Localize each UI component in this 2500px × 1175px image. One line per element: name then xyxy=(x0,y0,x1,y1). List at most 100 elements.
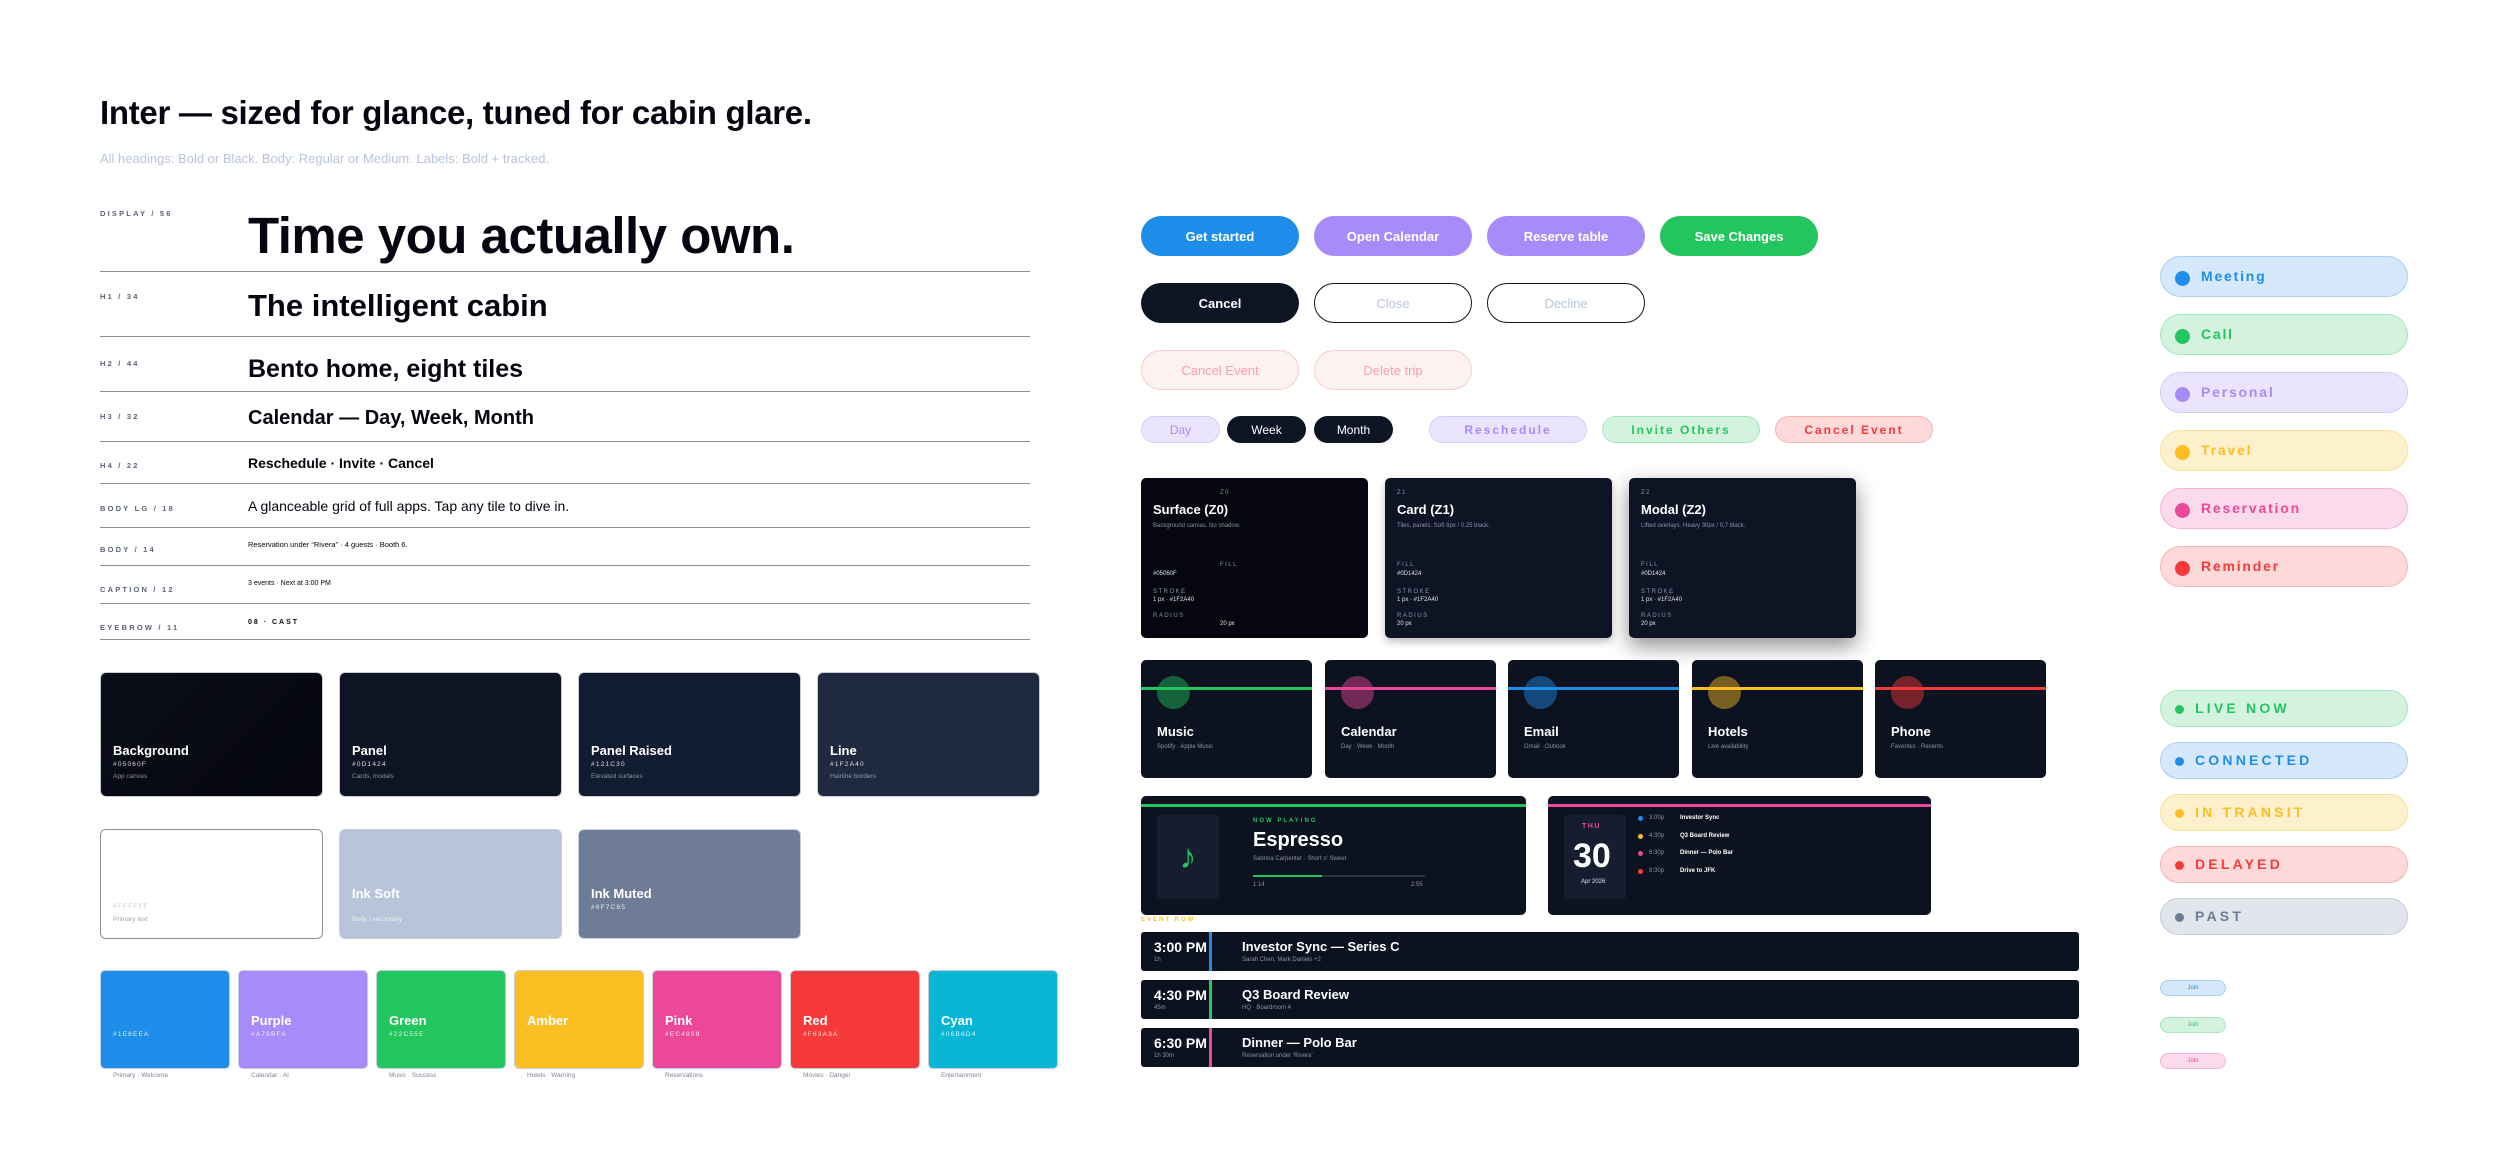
elevation-level: Z1 xyxy=(1397,490,1408,496)
swatch-caption: Movies · Danger xyxy=(803,1072,851,1079)
delete-trip-button[interactable]: Delete trip xyxy=(1314,350,1472,390)
segment-month[interactable]: Month xyxy=(1314,416,1393,443)
event-dot xyxy=(1638,869,1643,874)
stroke-label: STROKE xyxy=(1397,589,1431,595)
invite-others-chip[interactable]: Invite Others xyxy=(1602,416,1760,443)
status-label: LIVE NOW xyxy=(2195,700,2290,716)
surface-z2-modal: Z2 Modal (Z2) Lifted overlays. Heavy 30p… xyxy=(1629,478,1856,638)
category-pill-travel[interactable]: Travel xyxy=(2160,430,2408,471)
swatch-name: Ink Soft xyxy=(352,886,400,901)
agenda-title: Investor Sync xyxy=(1680,815,1720,821)
app-tile-hotels[interactable]: Hotels Live availability xyxy=(1692,660,1863,778)
app-icon xyxy=(1524,676,1557,709)
event-dot xyxy=(1638,816,1643,821)
category-label: Reminder xyxy=(2201,558,2280,574)
get-started-button[interactable]: Get started xyxy=(1141,216,1299,256)
category-pill-reminder[interactable]: Reminder xyxy=(2160,546,2408,587)
cancel-button[interactable]: Cancel xyxy=(1141,283,1299,323)
event-row[interactable]: 6:30 PM 1h 30m Dinner — Polo Bar Reserva… xyxy=(1141,1028,2079,1067)
category-pill-reservation[interactable]: Reservation xyxy=(2160,488,2408,529)
category-pill-call[interactable]: Call xyxy=(2160,314,2408,355)
event-title: Dinner — Polo Bar xyxy=(1242,1035,1357,1050)
reserve-table-button[interactable]: Reserve table xyxy=(1487,216,1645,256)
status-badge-connected: CONNECTED xyxy=(2160,742,2408,779)
agenda-title: Drive to JFK xyxy=(1680,868,1716,874)
surface-z1-card: Z1 Card (Z1) Tiles, panels. Soft 8px / 0… xyxy=(1385,478,1612,638)
fill-value: #0D1424 xyxy=(1641,571,1666,577)
swatch-name: Panel Raised xyxy=(591,743,672,758)
radius-value: 20 px xyxy=(1641,621,1656,627)
elevation-level: Z0 xyxy=(1220,490,1231,496)
fill-label: FILL xyxy=(1641,562,1660,568)
swatch-hex: #121C30 xyxy=(591,761,626,768)
status-dot xyxy=(2175,861,2184,870)
agenda-title: Q3 Board Review xyxy=(1680,833,1730,839)
type-row-display: DISPLAY / 56 Time you actually own. xyxy=(100,203,1030,272)
segment-week[interactable]: Week xyxy=(1227,416,1306,443)
swatch-name: Line xyxy=(830,743,857,758)
surface-desc: Lifted overlays. Heavy 30px / 0.7 black. xyxy=(1641,523,1746,529)
swatch-hex: #0D1424 xyxy=(352,761,387,768)
swatch-line: Line #1F2A40 Hairline borders xyxy=(817,672,1040,797)
swatch-amber: Amber xyxy=(514,970,644,1069)
join-chip[interactable]: Join xyxy=(2160,1053,2226,1069)
status-badge-delayed: DELAYED xyxy=(2160,846,2408,883)
status-label: PAST xyxy=(2195,908,2245,924)
join-chip[interactable]: Join xyxy=(2160,1017,2226,1033)
swatch-desc: Cards, modals xyxy=(352,773,394,780)
join-chip[interactable]: Join xyxy=(2160,980,2226,996)
app-tile-music[interactable]: Music Spotify · Apple Music xyxy=(1141,660,1312,778)
cancel-event-chip[interactable]: Cancel Event xyxy=(1775,416,1933,443)
event-duration: 1h 30m xyxy=(1154,1053,1175,1059)
swatch-desc: Body / secondary xyxy=(352,916,403,923)
tile-name: Hotels xyxy=(1708,724,1748,739)
app-tile-email[interactable]: Email Gmail · Outlook xyxy=(1508,660,1679,778)
type-row-body: BODY / 14 Reservation under “Rivera” · 4… xyxy=(100,528,1030,566)
swatch-cyan: Cyan #06B6D4 xyxy=(928,970,1058,1069)
surface-desc: Background canvas. No shadow. xyxy=(1153,523,1241,529)
swatch-name: Background xyxy=(113,743,189,758)
category-dot xyxy=(2175,561,2190,576)
accent-bar xyxy=(1692,687,1863,690)
app-tile-phone[interactable]: Phone Favorites · Recents xyxy=(1875,660,2046,778)
type-row-body-lg: BODY LG / 18 A glanceable grid of full a… xyxy=(100,484,1030,528)
stroke-value: 1 px · #1F2A40 xyxy=(1397,597,1439,603)
save-changes-button[interactable]: Save Changes xyxy=(1660,216,1818,256)
swatch-name: Panel xyxy=(352,743,387,758)
accent-bar xyxy=(1325,687,1496,690)
now-playing-widget[interactable]: ♪ NOW PLAYING Espresso Sabrina Carpenter… xyxy=(1141,796,1526,915)
swatch-name: Ink Muted xyxy=(591,886,652,901)
segment-day[interactable]: Day xyxy=(1141,416,1220,443)
swatch-purple: Purple #A78BFA xyxy=(238,970,368,1069)
reschedule-chip[interactable]: Reschedule xyxy=(1429,416,1587,443)
cancel-event-button[interactable]: Cancel Event xyxy=(1141,350,1299,390)
swatch-desc: Elevated surfaces xyxy=(591,773,643,780)
app-tile-calendar[interactable]: Calendar Day · Week · Month xyxy=(1325,660,1496,778)
event-time: 6:30 PM xyxy=(1154,1035,1207,1051)
agenda-time: 3:00p xyxy=(1649,815,1665,821)
category-dot xyxy=(2175,271,2190,286)
month-year: Apr 2026 xyxy=(1581,879,1606,885)
app-icon xyxy=(1891,676,1924,709)
type-row-h1: H1 / 34 The intelligent cabin xyxy=(100,272,1030,337)
swatch-name: Purple xyxy=(251,1013,292,1028)
tile-desc: Gmail · Outlook xyxy=(1524,744,1566,750)
tile-name: Music xyxy=(1157,724,1194,739)
fill-label: FILL xyxy=(1397,562,1416,568)
event-row[interactable]: 4:30 PM 45m Q3 Board Review HQ · Boardro… xyxy=(1141,980,2079,1019)
decline-button[interactable]: Decline xyxy=(1487,283,1645,323)
open-calendar-button[interactable]: Open Calendar xyxy=(1314,216,1472,256)
event-time: 4:30 PM xyxy=(1154,987,1207,1003)
surface-title: Modal (Z2) xyxy=(1641,502,1706,517)
progress-track[interactable] xyxy=(1253,875,1425,877)
calendar-widget[interactable]: THU 30 Apr 2026 3:00p Investor Sync 4:30… xyxy=(1548,796,1931,915)
category-dot xyxy=(2175,329,2190,344)
event-color-bar xyxy=(1209,1028,1212,1067)
category-pill-meeting[interactable]: Meeting xyxy=(2160,256,2408,297)
event-row[interactable]: 3:00 PM 1h Investor Sync — Series C Sara… xyxy=(1141,932,2079,971)
close-button[interactable]: Close xyxy=(1314,283,1472,323)
swatch-caption: Music · Success xyxy=(389,1072,437,1079)
category-pill-personal[interactable]: Personal xyxy=(2160,372,2408,413)
swatch-hex: #6F7C95 xyxy=(591,904,627,911)
swatch-caption: Primary · Welcome xyxy=(113,1072,169,1079)
